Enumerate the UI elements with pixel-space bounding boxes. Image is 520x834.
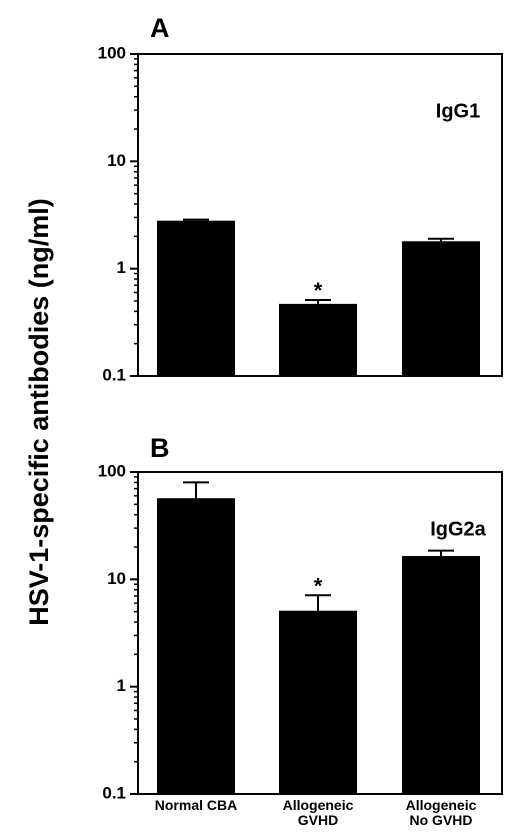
x-category-label: Normal CBA — [155, 797, 237, 813]
y-axis-label: HSV-1-specific antibodies (ng/ml) — [24, 198, 54, 626]
y-tick-label: 0.1 — [102, 365, 126, 384]
x-category-label: No GVHD — [410, 812, 473, 828]
x-category-label: Allogeneic — [283, 797, 354, 813]
x-category-label: GVHD — [298, 812, 338, 828]
bar — [279, 303, 357, 376]
significance-marker: * — [314, 573, 323, 598]
bar — [402, 555, 480, 794]
y-tick-label: 10 — [107, 569, 126, 588]
panel-b: B 0.1 1 10 100 * IgG2a — [98, 433, 503, 802]
bar — [157, 220, 235, 376]
x-category-label: Allogeneic — [406, 797, 477, 813]
series-label: IgG1 — [436, 100, 480, 122]
bar — [279, 610, 357, 794]
bar — [157, 498, 235, 794]
panel-letter: A — [150, 13, 170, 43]
bar — [402, 241, 480, 376]
significance-marker: * — [314, 278, 323, 303]
y-tick-label: 0.1 — [102, 783, 126, 802]
panel-letter: B — [150, 433, 170, 463]
y-tick-label: 1 — [117, 676, 126, 695]
y-tick-label: 100 — [98, 43, 126, 62]
y-tick-label: 100 — [98, 461, 126, 480]
panel-a: A 0.1 1 10 100 * IgG1 — [98, 13, 503, 384]
series-label: IgG2a — [430, 518, 486, 540]
y-tick-label: 10 — [107, 151, 126, 170]
y-tick-label: 1 — [117, 258, 126, 277]
